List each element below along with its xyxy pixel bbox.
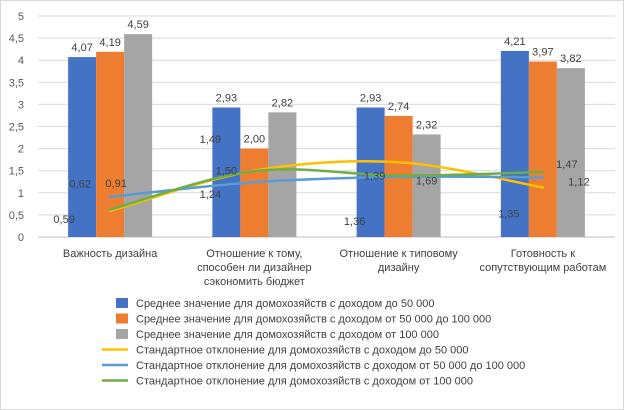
y-tick-label: 4 <box>18 55 24 67</box>
lines <box>108 160 545 213</box>
y-tick-label: 5 <box>18 11 24 23</box>
category-label-line: дизайну <box>378 262 420 274</box>
category-label: Отношение к типовому дизайну <box>339 248 458 274</box>
bar <box>356 107 385 237</box>
y-tick-label: 4,5 <box>9 33 24 45</box>
line-data-label: 1,24 <box>200 189 221 201</box>
x-axis: Важность дизайна Отношение к тому, способе… <box>63 248 606 288</box>
data-labels: 4,07 2,93 2,93 4,21 4,19 2,00 2,74 3,97 4,59 2,82… <box>53 19 589 228</box>
bar-data-label: 3,97 <box>532 47 553 59</box>
bar-data-label: 2,82 <box>272 97 293 109</box>
line-data-label: 0,91 <box>105 178 126 190</box>
line-data-label: 1,39 <box>364 171 385 183</box>
bar-data-label: 4,59 <box>127 19 148 31</box>
y-tick-label: 1,5 <box>9 166 24 178</box>
line-data-label: 1,69 <box>416 175 437 187</box>
bar-data-label: 2,93 <box>216 92 237 104</box>
bar <box>240 148 269 237</box>
y-tick-label: 0 <box>18 232 24 244</box>
category-label-line: Важность дизайна <box>63 248 158 260</box>
category-label-line: Отношение к тому, <box>206 248 302 260</box>
category-label-line: Отношение к типовому <box>339 248 458 260</box>
legend-entry: Стандартное отклонение для домохозяйств … <box>136 376 473 388</box>
bar-data-label: 4,21 <box>504 36 525 48</box>
legend: Среднее значение для домохозяйств с дохо… <box>102 298 525 388</box>
line-data-label: 1,47 <box>556 159 577 171</box>
line-data-label: 1,36 <box>344 216 365 228</box>
bar <box>500 50 529 237</box>
category-label: Готовность к сопутствующим работам <box>479 248 606 274</box>
bar-data-label: 4,19 <box>99 37 120 49</box>
y-tick-label: 2,5 <box>9 122 24 134</box>
legend-entry: Среднее значение для домохозяйств с дохо… <box>136 329 439 341</box>
bar <box>556 68 585 237</box>
line-data-label: 1,12 <box>568 176 589 188</box>
bar-data-label: 4,07 <box>71 42 92 54</box>
bar-data-label: 2,32 <box>416 119 437 131</box>
line-data-label: 0,59 <box>53 214 74 226</box>
category-label-line: сэкономить бюджет <box>204 276 305 288</box>
legend-entry: Стандартное отклонение для домохозяйств … <box>136 345 468 357</box>
bar <box>212 107 241 237</box>
bar-data-label: 2,93 <box>360 92 381 104</box>
bar <box>528 61 557 237</box>
y-tick-label: 3,5 <box>9 77 24 89</box>
legend-entry: Среднее значение для домохозяйств с дохо… <box>136 314 491 326</box>
line-data-label: 1,50 <box>216 166 237 178</box>
legend-swatch <box>116 313 128 324</box>
bar-data-label: 2,74 <box>388 101 409 113</box>
y-tick-label: 3 <box>18 99 24 111</box>
bar <box>412 134 441 237</box>
category-label-line: Готовность к <box>511 248 575 260</box>
category-label-line: сопутствующим работам <box>479 262 606 274</box>
y-tick-label: 2 <box>18 144 24 156</box>
y-tick-label: 1 <box>18 188 24 200</box>
legend-swatch <box>116 329 128 339</box>
series-line <box>108 168 545 211</box>
bar-data-label: 2,00 <box>244 134 265 146</box>
y-tick-label: 0,5 <box>9 210 24 222</box>
line-data-label: 0,62 <box>69 179 90 191</box>
y-axis: 0 0,5 1 1,5 2 2,5 3 3,5 4 4,5 5 <box>9 11 24 244</box>
bar-data-label: 3,82 <box>560 53 581 65</box>
category-label: Важность дизайна <box>63 248 158 260</box>
legend-swatch <box>116 298 128 308</box>
bar <box>268 112 297 237</box>
legend-entry: Стандартное отклонение для домохозяйств … <box>136 360 525 372</box>
legend-entry: Среднее значение для домохозяйств с дохо… <box>136 298 434 310</box>
line-data-label: 1,49 <box>200 134 221 146</box>
category-label-line: способен ли дизайнер <box>197 262 312 274</box>
category-label: Отношение к тому, способен ли дизайнер сэк… <box>197 248 312 288</box>
line-data-label: 1,35 <box>498 208 519 220</box>
bar <box>68 57 97 237</box>
